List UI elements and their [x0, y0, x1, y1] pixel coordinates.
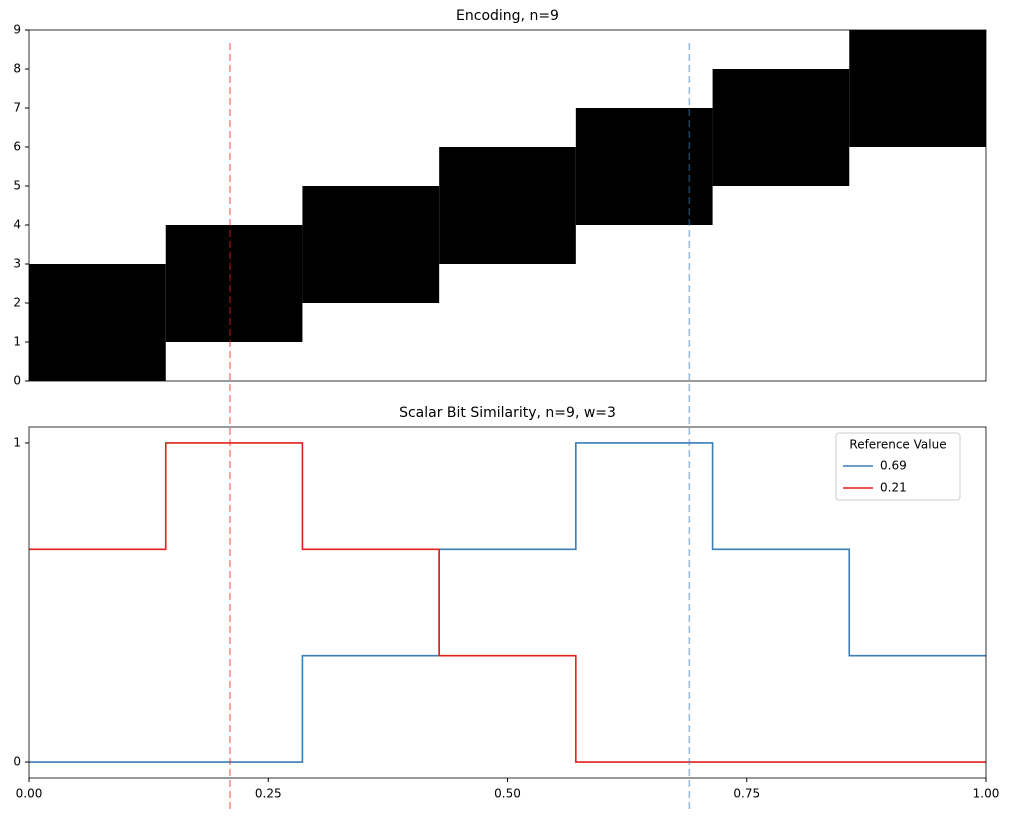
y-tick-label: 8 [13, 62, 21, 76]
encoding-bar [575, 108, 713, 225]
x-tick-label: 0.75 [733, 787, 760, 801]
encoding-bar [712, 69, 850, 186]
y-tick-label: 0 [13, 374, 21, 388]
y-tick-label: 2 [13, 296, 21, 310]
legend-label: 0.69 [880, 459, 907, 473]
y-tick-label: 4 [13, 218, 21, 232]
axes-frame [28, 29, 987, 382]
y-tick-label: 0 [13, 755, 21, 769]
y-tick-label: 9 [13, 23, 21, 37]
y-tick-label: 1 [13, 435, 21, 449]
chart-title: Scalar Bit Similarity, n=9, w=3 [399, 405, 616, 421]
y-tick-label: 7 [13, 101, 21, 115]
y-tick-label: 1 [13, 335, 21, 349]
encoding-bar [302, 186, 440, 303]
encoding-bar [439, 147, 576, 264]
legend-box [835, 432, 961, 501]
x-tick-label: 0.00 [16, 787, 43, 801]
chart-title: Encoding, n=9 [456, 8, 559, 24]
series-line [29, 442, 986, 763]
legend-label: 0.21 [880, 481, 907, 495]
encoding-bar [29, 264, 166, 381]
x-tick-label: 0.25 [255, 787, 282, 801]
y-tick-label: 5 [13, 179, 21, 193]
x-tick-label: 1.00 [973, 787, 1000, 801]
x-tick-label: 0.50 [494, 787, 521, 801]
legend-title: Reference Value [849, 438, 946, 452]
y-tick-label: 3 [13, 257, 21, 271]
encoding-bar [165, 225, 303, 342]
y-tick-label: 6 [13, 140, 21, 154]
encoding-bar [849, 30, 986, 147]
axes-frame [28, 426, 987, 779]
series-line [29, 442, 986, 763]
